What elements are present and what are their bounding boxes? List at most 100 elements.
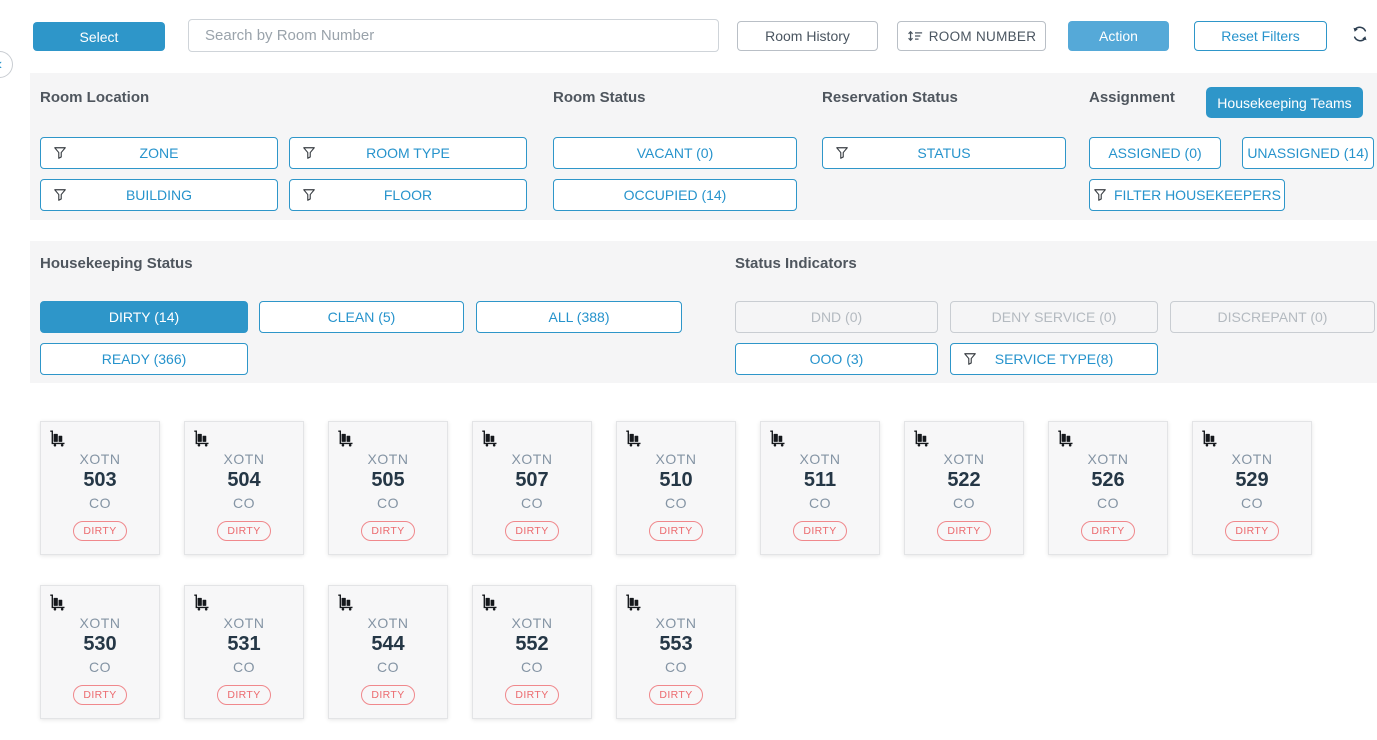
room-hotel-code: XOTN (223, 615, 265, 631)
vacant-filter-button[interactable]: VACANT (0) (553, 137, 797, 169)
room-hotel-code: XOTN (1231, 451, 1273, 467)
luggage-cart-icon (626, 594, 641, 611)
room-reservation-code: CO (953, 495, 975, 511)
room-reservation-code: CO (521, 659, 543, 675)
deny-service-filter-label: DENY SERVICE (0) (991, 309, 1117, 325)
select-button[interactable]: Select (33, 22, 165, 51)
assignment-title: Assignment (1089, 89, 1175, 106)
reservation-status-title: Reservation Status (822, 89, 958, 106)
building-filter-label: BUILDING (125, 187, 193, 203)
ooo-filter-label: OOO (3) (809, 351, 864, 367)
filters-panel: Room Location Room Status Reservation St… (30, 73, 1377, 220)
room-number: 529 (1235, 469, 1269, 491)
luggage-cart-icon (1058, 430, 1073, 447)
room-reservation-code: CO (521, 495, 543, 511)
floor-filter-label: FLOOR (383, 187, 433, 203)
reset-filters-button[interactable]: Reset Filters (1194, 21, 1327, 51)
room-card[interactable]: XOTN 553 CO DIRTY (616, 585, 736, 719)
room-status-badge: DIRTY (361, 685, 415, 705)
room-status-badge: DIRTY (361, 521, 415, 541)
room-card[interactable]: XOTN 529 CO DIRTY (1192, 421, 1312, 555)
funnel-filter-icon (54, 147, 66, 159)
room-reservation-code: CO (89, 495, 111, 511)
room-number: 507 (515, 469, 549, 491)
filter-housekeepers-button[interactable]: FILTER HOUSEKEEPERS (1089, 179, 1285, 211)
service-type-filter-label: SERVICE TYPE(8) (994, 351, 1114, 367)
room-card[interactable]: XOTN 511 CO DIRTY (760, 421, 880, 555)
assigned-filter-label: ASSIGNED (0) (1108, 145, 1202, 161)
unassigned-filter-label: UNASSIGNED (14) (1247, 145, 1369, 161)
luggage-cart-icon (194, 430, 209, 447)
room-status-badge: DIRTY (505, 685, 559, 705)
reservation-status-filter-button[interactable]: STATUS (822, 137, 1066, 169)
occupied-filter-label: OCCUPIED (14) (623, 187, 727, 203)
sort-by-button[interactable]: ROOM NUMBER (897, 21, 1046, 51)
ooo-filter-button[interactable]: OOO (3) (735, 343, 938, 375)
housekeeping-teams-button[interactable]: Housekeeping Teams (1206, 87, 1363, 118)
zone-filter-button[interactable]: ZONE (40, 137, 278, 169)
refresh-button[interactable] (1348, 23, 1372, 47)
building-filter-button[interactable]: BUILDING (40, 179, 278, 211)
luggage-cart-icon (338, 594, 353, 611)
room-card[interactable]: XOTN 505 CO DIRTY (328, 421, 448, 555)
service-type-filter-button[interactable]: SERVICE TYPE(8) (950, 343, 1158, 375)
collapse-panel-button[interactable]: ‹ (0, 51, 13, 78)
ready-filter-button[interactable]: READY (366) (40, 343, 248, 375)
room-card[interactable]: XOTN 522 CO DIRTY (904, 421, 1024, 555)
deny-service-filter-button[interactable]: DENY SERVICE (0) (950, 301, 1158, 333)
room-reservation-code: CO (809, 495, 831, 511)
dirty-filter-button[interactable]: DIRTY (14) (40, 301, 248, 333)
luggage-cart-icon (50, 430, 65, 447)
room-card[interactable]: XOTN 504 CO DIRTY (184, 421, 304, 555)
all-filter-label: ALL (388) (548, 309, 610, 325)
room-card[interactable]: XOTN 544 CO DIRTY (328, 585, 448, 719)
action-button[interactable]: Action (1068, 21, 1169, 51)
clean-filter-button[interactable]: CLEAN (5) (259, 301, 464, 333)
room-hotel-code: XOTN (223, 451, 265, 467)
room-hotel-code: XOTN (943, 451, 985, 467)
room-card[interactable]: XOTN 552 CO DIRTY (472, 585, 592, 719)
room-number: 511 (803, 469, 837, 491)
room-type-filter-button[interactable]: ROOM TYPE (289, 137, 527, 169)
room-card[interactable]: XOTN 530 CO DIRTY (40, 585, 160, 719)
dnd-filter-button[interactable]: DND (0) (735, 301, 938, 333)
room-card[interactable]: XOTN 507 CO DIRTY (472, 421, 592, 555)
luggage-cart-icon (482, 430, 497, 447)
room-number: 504 (227, 469, 261, 491)
room-number: 531 (227, 633, 261, 655)
funnel-filter-icon (1094, 189, 1106, 201)
room-number: 505 (371, 469, 405, 491)
room-hotel-code: XOTN (655, 451, 697, 467)
room-number: 552 (515, 633, 549, 655)
room-card[interactable]: XOTN 531 CO DIRTY (184, 585, 304, 719)
room-reservation-code: CO (377, 495, 399, 511)
room-reservation-code: CO (665, 659, 687, 675)
luggage-cart-icon (482, 594, 497, 611)
clean-filter-label: CLEAN (5) (327, 309, 396, 325)
all-filter-button[interactable]: ALL (388) (476, 301, 682, 333)
room-reservation-code: CO (89, 659, 111, 675)
room-history-button[interactable]: Room History (737, 21, 878, 51)
room-status-badge: DIRTY (937, 521, 991, 541)
floor-filter-button[interactable]: FLOOR (289, 179, 527, 211)
occupied-filter-button[interactable]: OCCUPIED (14) (553, 179, 797, 211)
search-input[interactable] (188, 19, 719, 52)
room-reservation-code: CO (1097, 495, 1119, 511)
room-card[interactable]: XOTN 510 CO DIRTY (616, 421, 736, 555)
luggage-cart-icon (194, 594, 209, 611)
unassigned-filter-button[interactable]: UNASSIGNED (14) (1242, 137, 1374, 169)
room-status-badge: DIRTY (649, 685, 703, 705)
room-card[interactable]: XOTN 526 CO DIRTY (1048, 421, 1168, 555)
luggage-cart-icon (626, 430, 641, 447)
room-type-filter-label: ROOM TYPE (366, 145, 450, 161)
assigned-filter-button[interactable]: ASSIGNED (0) (1089, 137, 1221, 169)
luggage-cart-icon (1202, 430, 1217, 447)
luggage-cart-icon (338, 430, 353, 447)
housekeeping-status-title: Housekeeping Status (40, 255, 193, 272)
room-status-badge: DIRTY (217, 685, 271, 705)
room-status-badge: DIRTY (505, 521, 559, 541)
room-reservation-code: CO (377, 659, 399, 675)
room-card[interactable]: XOTN 503 CO DIRTY (40, 421, 160, 555)
reservation-status-filter-label: STATUS (917, 145, 971, 161)
discrepant-filter-button[interactable]: DISCREPANT (0) (1170, 301, 1375, 333)
